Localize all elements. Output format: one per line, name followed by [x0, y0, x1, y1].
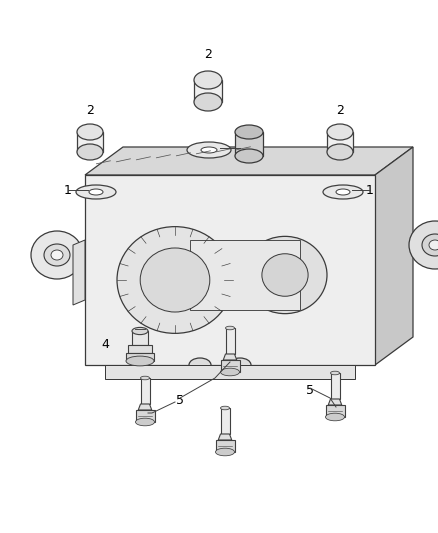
Ellipse shape	[77, 124, 103, 140]
Polygon shape	[218, 434, 232, 440]
Ellipse shape	[215, 448, 234, 456]
Ellipse shape	[327, 124, 353, 140]
Ellipse shape	[422, 234, 438, 256]
Polygon shape	[194, 80, 222, 102]
Ellipse shape	[117, 227, 233, 333]
Text: 4: 4	[101, 338, 109, 351]
Polygon shape	[126, 353, 154, 361]
Polygon shape	[235, 132, 263, 156]
Ellipse shape	[201, 147, 217, 153]
Polygon shape	[190, 240, 300, 310]
Text: 5: 5	[306, 384, 314, 397]
Ellipse shape	[44, 244, 70, 266]
Ellipse shape	[31, 231, 83, 279]
Polygon shape	[331, 373, 339, 399]
Ellipse shape	[235, 149, 263, 163]
Ellipse shape	[187, 142, 231, 158]
Polygon shape	[328, 399, 342, 405]
Ellipse shape	[189, 358, 211, 372]
Ellipse shape	[77, 144, 103, 160]
Polygon shape	[105, 365, 355, 379]
Text: 2: 2	[86, 103, 94, 117]
Polygon shape	[141, 378, 149, 404]
Polygon shape	[220, 408, 230, 434]
Ellipse shape	[76, 185, 116, 199]
Polygon shape	[220, 360, 240, 372]
Polygon shape	[85, 175, 375, 365]
Text: 5: 5	[176, 393, 184, 407]
Polygon shape	[327, 132, 353, 152]
Ellipse shape	[229, 358, 251, 372]
Text: 1: 1	[64, 183, 72, 197]
Ellipse shape	[327, 144, 353, 160]
Polygon shape	[77, 132, 103, 152]
Text: 2: 2	[336, 103, 344, 117]
Ellipse shape	[429, 240, 438, 250]
Ellipse shape	[235, 125, 263, 139]
Polygon shape	[85, 147, 413, 175]
Ellipse shape	[409, 221, 438, 269]
Polygon shape	[132, 331, 148, 345]
Ellipse shape	[194, 71, 222, 89]
Polygon shape	[215, 440, 234, 452]
Polygon shape	[223, 354, 237, 360]
Text: 3: 3	[178, 229, 186, 241]
Ellipse shape	[325, 413, 345, 421]
Polygon shape	[138, 404, 152, 410]
Text: 2: 2	[204, 49, 212, 61]
Text: 1: 1	[366, 183, 374, 197]
Ellipse shape	[126, 356, 154, 366]
Ellipse shape	[51, 250, 63, 260]
Ellipse shape	[194, 93, 222, 111]
Polygon shape	[375, 147, 413, 365]
Polygon shape	[226, 328, 234, 354]
Polygon shape	[128, 345, 152, 353]
Ellipse shape	[331, 371, 339, 375]
Ellipse shape	[220, 368, 240, 376]
Ellipse shape	[226, 326, 234, 330]
Ellipse shape	[89, 189, 103, 195]
Polygon shape	[325, 405, 345, 417]
Ellipse shape	[132, 327, 148, 335]
Ellipse shape	[140, 248, 210, 312]
Ellipse shape	[141, 376, 149, 380]
Ellipse shape	[135, 418, 155, 426]
Ellipse shape	[336, 189, 350, 195]
Ellipse shape	[262, 254, 308, 296]
Polygon shape	[135, 410, 155, 422]
Ellipse shape	[220, 406, 230, 410]
Text: 1: 1	[236, 141, 244, 155]
Ellipse shape	[323, 185, 363, 199]
Ellipse shape	[243, 236, 327, 313]
Polygon shape	[73, 240, 85, 305]
